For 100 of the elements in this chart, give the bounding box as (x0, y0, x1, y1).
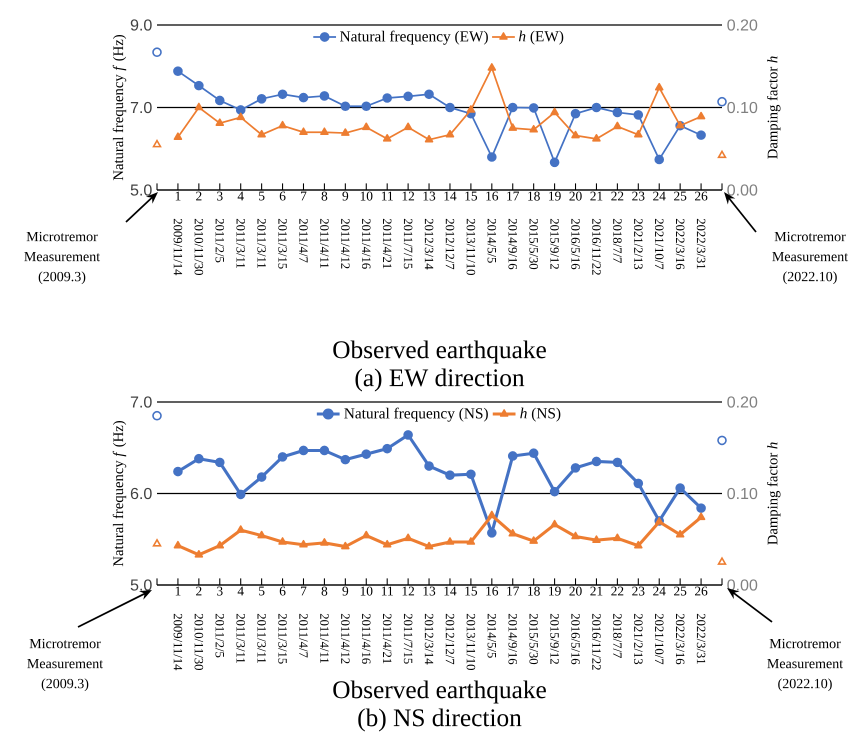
x-tick-label: 26 (694, 192, 708, 201)
text: 2011/3/15 (278, 614, 287, 664)
text: 2011/4/16 (362, 218, 371, 269)
point (340, 454, 350, 464)
point (236, 112, 245, 120)
text: 2013/11/10 (466, 614, 476, 670)
point (214, 96, 225, 106)
point (361, 101, 372, 112)
point (634, 540, 643, 548)
point (550, 108, 559, 116)
point (466, 105, 476, 113)
point (216, 540, 224, 548)
point (446, 537, 454, 545)
text: 2014/9/16 (508, 614, 518, 664)
x-tick-label: 17 (507, 192, 520, 200)
text: 2011/4/12 (341, 218, 350, 268)
point (424, 542, 434, 550)
point (570, 463, 580, 473)
point (236, 490, 246, 500)
point (508, 102, 518, 112)
point (571, 532, 580, 540)
text: 2010/11/30 (194, 218, 204, 276)
point (696, 512, 706, 520)
legend-label: Natural frequency (NS) (344, 408, 488, 422)
y-tick-label: 7.0 (130, 102, 152, 114)
text: 2022/3/31 (696, 218, 706, 269)
x-tick-label: 26 (694, 586, 708, 596)
legend-label: h (EW) (518, 30, 564, 45)
text: 2012/3/14 (424, 218, 434, 270)
text: 2011/3/11 (236, 218, 245, 268)
x-tick-label: 16 (486, 586, 498, 596)
point (341, 542, 350, 550)
point (696, 130, 706, 140)
x-tick-label: 12 (402, 192, 414, 200)
point (362, 122, 371, 130)
text: 2012/3/14 (424, 614, 434, 664)
x-tick-label: 14 (444, 192, 456, 200)
x-tick-label: 21 (590, 586, 602, 596)
point (466, 537, 476, 545)
x-axis-title: Observed earthquake (333, 340, 546, 364)
point (320, 538, 329, 546)
point (424, 461, 434, 471)
point (194, 550, 204, 558)
point (445, 102, 455, 112)
point (256, 472, 266, 482)
point (298, 446, 308, 456)
point (257, 130, 266, 138)
y2-tick-label: 0.00 (727, 579, 758, 591)
point (445, 470, 455, 480)
y-tick-label: 5.0 (130, 579, 152, 591)
point (488, 63, 496, 71)
text: 2011/2/5 (216, 218, 224, 262)
point (529, 124, 538, 133)
text: 2013/11/10 (466, 218, 476, 276)
point (487, 528, 497, 538)
x-tick-label: 14 (444, 586, 456, 596)
point (424, 89, 434, 100)
x-tick-label: 13 (424, 192, 436, 201)
point (340, 101, 350, 112)
text: 2011/3/11 (236, 614, 245, 663)
text: 2015/9/12 (550, 614, 559, 664)
x-tick-label: 20 (569, 192, 582, 201)
point (570, 108, 580, 118)
x-tick-label: 22 (611, 192, 624, 200)
point (152, 47, 162, 58)
x-tick-label: 24 (653, 586, 666, 596)
text: 2018/7/7 (613, 614, 622, 658)
point (382, 93, 392, 103)
x-tick-label: 15 (465, 586, 478, 596)
point (550, 158, 560, 168)
x-tick-label: 7 (301, 586, 306, 596)
point (278, 537, 287, 545)
text: 2011/7/15 (404, 218, 412, 269)
text: 2011/4/11 (320, 614, 329, 663)
text: 2011/7/15 (404, 614, 412, 664)
text: 2021/10/7 (654, 614, 664, 664)
x-tick-label: 10 (360, 586, 372, 596)
point (341, 128, 350, 136)
x-tick-label: 24 (653, 192, 666, 200)
point (361, 449, 372, 459)
point (194, 102, 204, 110)
x-tick-label: 8 (322, 192, 328, 201)
text: 2011/4/7 (299, 614, 308, 658)
x-tick-label: 5 (259, 192, 264, 200)
text: Microtremor Measurement (2022.10) (772, 232, 848, 284)
x-tick-label: 25 (674, 586, 686, 596)
point (508, 123, 518, 131)
text: 2011/4/16 (362, 614, 371, 664)
point (717, 96, 727, 107)
point (634, 130, 643, 138)
point (236, 105, 246, 115)
point (194, 454, 204, 464)
x-tick-label: 22 (611, 586, 624, 596)
y2-tick-label: 0.20 (727, 396, 758, 408)
x-tick-label: 19 (549, 586, 561, 596)
point (488, 510, 496, 518)
x-tick-label: 2 (196, 586, 202, 596)
point (216, 118, 224, 126)
point (403, 92, 413, 102)
point (675, 483, 685, 493)
